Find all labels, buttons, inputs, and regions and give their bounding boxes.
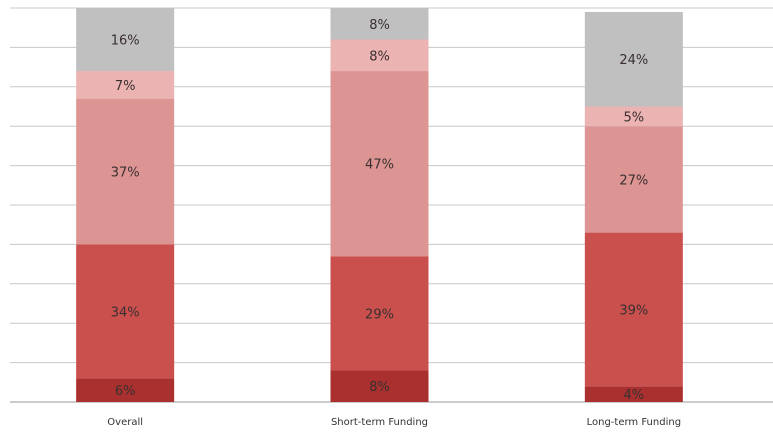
data-label: 24% [619,53,648,68]
bar-segment [584,11,683,107]
bar-segment [330,71,429,257]
bar-segment [76,71,175,99]
bar-segment [584,386,683,402]
bar-segment [76,244,175,379]
category-labels: Overall Short-term Funding Long-term Fundi… [107,417,681,428]
data-label: 6% [115,384,136,399]
bar-segment [330,8,429,40]
segment-labels: 6% 34% 37% 7% 16% 8% 29% 47% 8% 8% 4% 39% 27% 5% 24% [111,18,649,403]
bar-segment [584,232,683,387]
data-label: 16% [111,34,140,49]
bar-segment [330,256,429,371]
bar-segment [330,39,429,72]
bar-segment [76,378,175,402]
bar-segment [584,106,683,127]
bar-stacks [76,8,683,402]
data-label: 29% [365,307,394,322]
category-label: Long-term Funding [587,417,681,428]
data-label: 4% [624,388,645,403]
data-label: 5% [624,110,645,125]
bar-segment [584,126,683,233]
bar-segment [76,98,175,245]
data-label: 7% [115,79,136,94]
data-label: 34% [111,305,140,320]
data-label: 8% [369,18,390,33]
data-label: 8% [369,380,390,395]
bar-segment [330,370,429,402]
category-label: Overall [107,417,143,428]
data-label: 47% [365,158,394,173]
bar-segment [76,8,175,72]
data-label: 8% [369,49,390,64]
data-label: 27% [619,173,648,188]
category-label: Short-term Funding [331,417,428,428]
data-label: 39% [619,303,648,318]
data-label: 37% [111,166,140,181]
